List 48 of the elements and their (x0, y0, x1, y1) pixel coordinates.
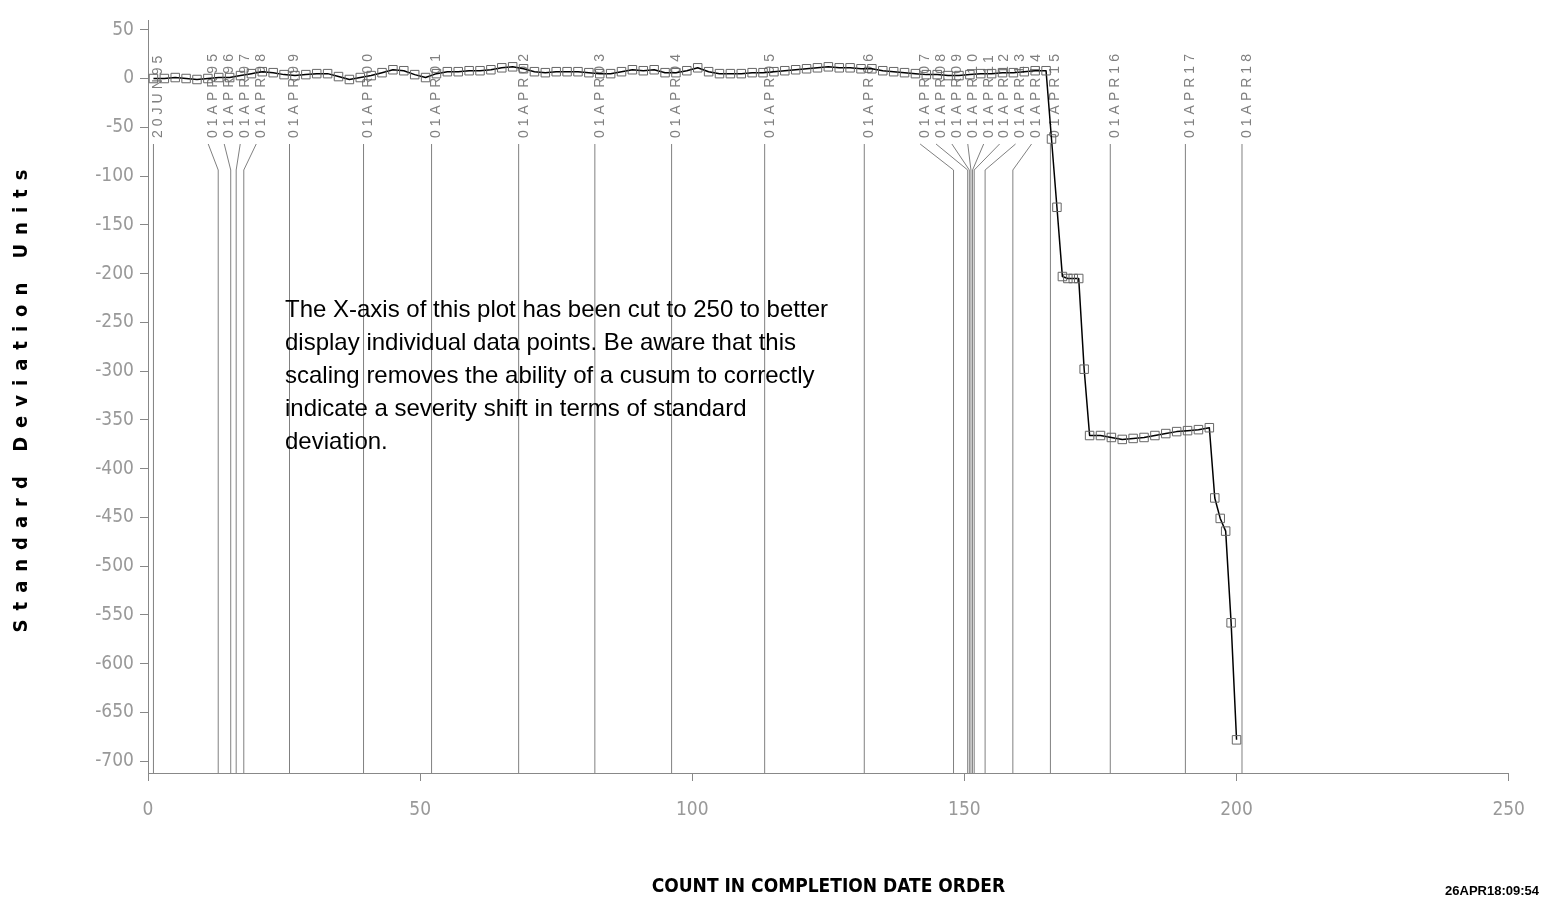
ref-line-label: 01APR95 (204, 50, 221, 138)
y-tick-label: -650 (95, 699, 134, 722)
ref-line-label: 01APR13 (1011, 50, 1028, 138)
y-tick-label: -350 (95, 406, 134, 429)
ref-line-label: 01APR17 (1181, 50, 1198, 138)
ref-line-label: 20JUN95 (149, 51, 166, 138)
y-tick-label: -700 (95, 748, 134, 771)
ref-line-label: 01APR98 (252, 50, 269, 138)
x-tick-label: 50 (409, 797, 432, 820)
ref-line-label: 01APR08 (931, 50, 948, 138)
ref-line-label: 01APR02 (514, 50, 531, 138)
y-axis-title: Standard Deviation Units (8, 160, 33, 633)
x-tick-label: 150 (948, 797, 981, 820)
y-tick-label: -150 (95, 211, 134, 234)
ref-line-label: 01APR16 (1106, 50, 1123, 138)
ref-line-label: 01APR99 (285, 50, 302, 138)
ref-line-label: 01APR97 (236, 50, 253, 138)
text: 26APR18:09:54 (1445, 883, 1539, 898)
y-tick-label: 50 (112, 16, 134, 39)
ref-line-label: 01APR01 (427, 50, 444, 138)
ref-line-label: 01APR05 (760, 50, 777, 138)
ref-line-label: 01APR00 (359, 50, 376, 138)
y-tick-label: -50 (106, 114, 134, 137)
y-tick-label: -500 (95, 553, 134, 576)
annotation: The X-axis of this plot has been cut to 250 to better display individual data points. Be aware that this scaling removes the ability of a cusum to correctly indicate a severity shift in terms of standard deviation. (285, 294, 829, 456)
x-tick-label: 200 (1220, 797, 1253, 820)
ref-line-label: 01APR07 (916, 50, 932, 138)
ref-line-label: 01APR15 (1046, 50, 1063, 138)
x-tick-label: 250 (1492, 797, 1525, 820)
x-tick-label: 100 (675, 797, 709, 820)
ref-line-label: 01APR18 (1237, 50, 1254, 138)
ref-line-label: 01APR96 (220, 50, 237, 138)
y-tick-label: -200 (95, 260, 134, 283)
y-tick-label: -600 (95, 650, 134, 673)
y-tick-label: -450 (95, 504, 134, 527)
y-tick-label: -250 (95, 309, 134, 332)
y-tick-label: -550 (95, 601, 134, 624)
y-tick-label: -400 (95, 455, 134, 478)
ref-line-label: 01APR06 (860, 50, 877, 138)
ref-line-label: 01APR09 (947, 50, 964, 138)
y-tick-label: -100 (95, 163, 134, 185)
y-tick-label: 0 (123, 65, 134, 88)
ref-line-label: 01APR04 (667, 50, 684, 138)
y-tick-label: -300 (95, 358, 134, 381)
x-tick-label: 0 (142, 797, 154, 820)
ref-line-label: 01APR10 (963, 50, 980, 138)
ref-line-label: 01APR11 (979, 51, 996, 138)
x-axis-title: COUNT IN COMPLETION DATE ORDER (651, 873, 1006, 896)
